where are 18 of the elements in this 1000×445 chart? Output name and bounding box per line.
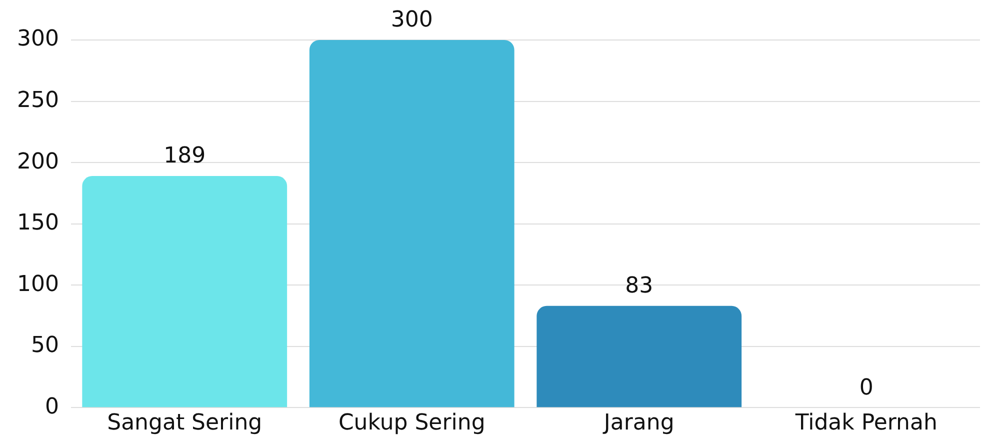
x-tick-label: Tidak Pernah bbox=[794, 410, 938, 436]
y-tick-label: 50 bbox=[30, 333, 59, 358]
data-label: 0 bbox=[859, 375, 874, 400]
x-tick-label: Cukup Sering bbox=[338, 410, 486, 436]
y-tick-label: 100 bbox=[16, 272, 59, 297]
y-tick-label: 300 bbox=[16, 26, 59, 52]
bar bbox=[82, 176, 288, 408]
bar bbox=[536, 306, 742, 408]
y-tick-label: 250 bbox=[16, 88, 59, 113]
y-tick-label: 200 bbox=[16, 149, 59, 174]
data-label: 83 bbox=[625, 274, 654, 299]
x-tick-label: Jarang bbox=[602, 410, 674, 436]
y-tick-label: 150 bbox=[16, 210, 59, 236]
x-tick-label: Sangat Sering bbox=[107, 410, 262, 436]
data-label: 189 bbox=[164, 144, 206, 169]
y-tick-label: 0 bbox=[44, 394, 59, 420]
data-label: 300 bbox=[390, 8, 433, 33]
bar bbox=[309, 40, 514, 408]
